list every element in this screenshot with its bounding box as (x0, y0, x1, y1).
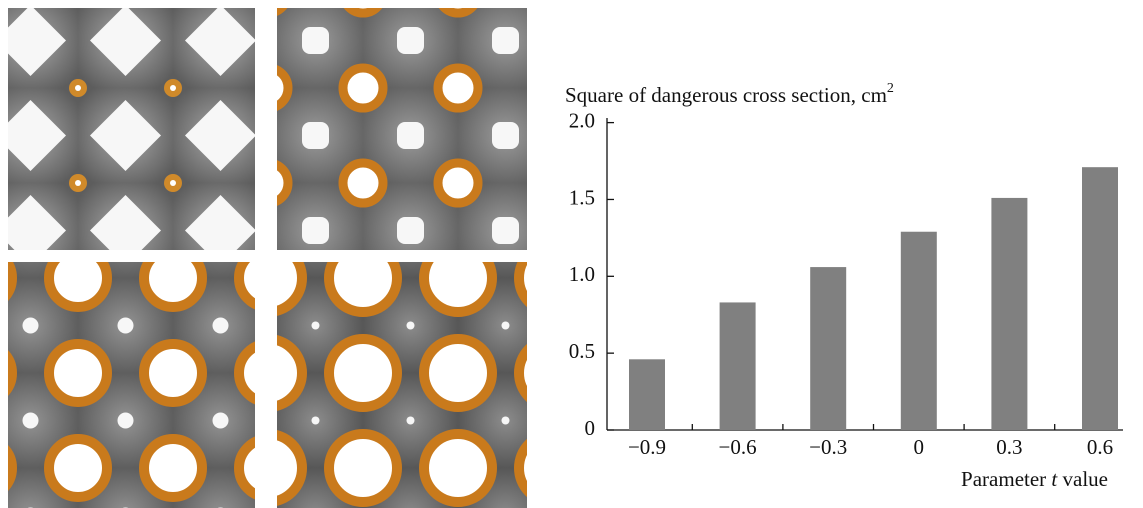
y-tick-label: 2.0 (569, 108, 595, 132)
title-superscript: 2 (887, 81, 894, 96)
y-tick-label: 1.5 (569, 185, 595, 209)
bar (719, 302, 756, 430)
x-tick-label: −0.3 (809, 435, 847, 459)
lattice-images (8, 8, 527, 508)
y-tick-label: 1.0 (569, 262, 595, 286)
x-label-part: value (1057, 467, 1108, 491)
x-label-part: Parameter (961, 467, 1051, 491)
lattice-image (8, 262, 255, 508)
bar (629, 359, 665, 430)
bar (991, 197, 1028, 430)
bar (810, 267, 847, 430)
bar (900, 231, 937, 430)
x-tick-label: 0.6 (1087, 435, 1113, 459)
bar (1082, 167, 1118, 431)
y-tick-label: 0.5 (569, 339, 595, 363)
title-text: Square of dangerous cross section, cm (565, 83, 887, 107)
x-tick-label: 0.3 (996, 435, 1022, 459)
lattice-image (277, 262, 527, 508)
x-tick-label: −0.6 (719, 435, 757, 459)
x-tick-label: 0 (914, 435, 925, 459)
lattice-image (277, 8, 527, 250)
y-tick-label: 0 (585, 416, 596, 440)
x-tick-label: −0.9 (628, 435, 666, 459)
lattice-image (8, 8, 255, 250)
x-axis-label: Parameter t value (961, 467, 1108, 491)
x-label-part: t (1051, 467, 1058, 491)
chart-title: Square of dangerous cross section, cm2 (565, 81, 894, 107)
